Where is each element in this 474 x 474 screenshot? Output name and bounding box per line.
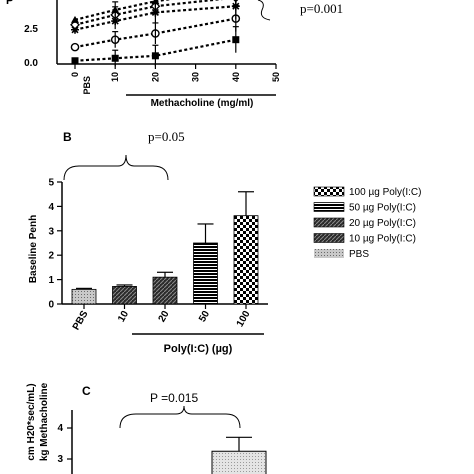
panel-a-significance-brace: [257, 0, 271, 21]
panel-b-bars: PBS 10 20 50 100: [71, 191, 259, 333]
panel-b-y-tick-label: 4: [48, 202, 54, 213]
panel-a-series-line: [74, 5, 236, 31]
panel-a-series-line: [74, 17, 237, 49]
panel-b-letter: B: [63, 130, 72, 144]
panel-b-y-ticks: 0 1 2 3 4 5: [48, 178, 62, 311]
panel-c-y-axis-label-line2: kg Methacholine: [39, 382, 50, 461]
panel-a-star-marker: [71, 25, 79, 34]
panel-b-bar: [112, 286, 137, 305]
panel-b-y-tick-label: 2: [48, 251, 54, 262]
panel-a-y-tick-label: 2.5: [24, 24, 38, 35]
panel-a-x-tick-label: 10: [110, 72, 120, 82]
panel-c-y-tick-label: 4: [57, 423, 63, 434]
panel-b-legend-swatch: [313, 233, 345, 243]
panel-b-y-tick-label: 1: [48, 275, 54, 286]
panel-b-y-tick-label: 5: [48, 178, 54, 189]
panel-a-x-tick-label: 40: [231, 72, 241, 82]
panel-a-x-tick-label: 0: [70, 72, 80, 77]
panel-b-legend: 100 µg Poly(I:C) 50 µg Poly(I:C) 20 µg Pol…: [313, 186, 421, 260]
panel-a-pvalue: p=0.001: [300, 1, 343, 16]
panel-b: B p=0.05 Baseline Penh 0 1 2 3 4 5 PBS 10 20 50 1…: [28, 129, 421, 355]
panel-a-y-tick-label: 0.0: [24, 58, 38, 69]
panel-b-legend-label: PBS: [349, 249, 369, 260]
panel-a-x-tick-label: 20: [150, 72, 160, 82]
panel-b-x-axis-label: Poly(I:C) (µg): [164, 343, 233, 355]
panel-a-x-ticks: 0 10 20 30 40 50: [70, 64, 281, 82]
panel-a-square-marker: [71, 57, 79, 65]
panel-b-legend-label: 10 µg Poly(I:C): [349, 234, 416, 245]
panel-b-bar: [71, 288, 97, 305]
panel-c-letter: C: [82, 384, 91, 398]
panel-c-pvalue: P =0.015: [150, 391, 198, 405]
panel-b-x-tick-label: PBS: [71, 309, 91, 333]
panel-b-legend-swatch: [313, 217, 345, 228]
panel-b-y-tick-label: 3: [48, 226, 54, 237]
panel-c-y-tick-label: 3: [57, 454, 63, 465]
panel-a: 2.5 0.0 P 0 10 20 30 40 50 PBS Methacholine (…: [6, 0, 343, 109]
panel-a-x-tick-label: 30: [191, 72, 201, 82]
panel-b-bar: [193, 242, 218, 305]
panel-a-series-line: [74, 0, 173, 21]
panel-a-series: [70, 0, 241, 67]
panel-b-y-tick-label: 0: [48, 300, 54, 311]
panel-c: C P =0.015 cm H20*sec/mL) kg Methacholin…: [26, 382, 267, 474]
panel-c-significance-brace: [119, 405, 241, 429]
panel-c-y-axis-label-line1: cm H20*sec/mL): [26, 383, 37, 460]
panel-b-legend-swatch: [313, 202, 345, 212]
panel-b-legend-label: 100 µg Poly(I:C): [349, 187, 421, 198]
panel-a-x-tick-label: 50: [271, 72, 281, 82]
panel-a-series-line: [74, 0, 224, 26]
panel-a-circle-marker: [70, 42, 80, 52]
panel-b-legend-label: 50 µg Poly(I:C): [349, 203, 416, 214]
panel-b-pvalue: p=0.05: [148, 129, 185, 144]
panel-b-x-tick-label: 20: [157, 309, 172, 325]
panel-b-bar: [152, 276, 178, 305]
panel-a-series-line: [74, 38, 237, 62]
panel-b-legend-label: 20 µg Poly(I:C): [349, 218, 416, 229]
panel-b-significance-brace: [63, 154, 169, 181]
panel-a-x-axis-label: Methacholine (mg/ml): [151, 98, 254, 109]
panel-b-x-tick-label: 10: [116, 309, 131, 325]
panel-b-x-tick-label: 100: [235, 309, 253, 329]
panel-b-bar: [233, 215, 259, 305]
panel-b-legend-swatch: [314, 249, 344, 258]
panel-a-triangle-marker: [71, 15, 79, 23]
panel-a-pbs-label: PBS: [82, 76, 92, 95]
panel-c-bar: [211, 450, 267, 474]
panel-b-legend-swatch: [313, 186, 345, 197]
panel-a-y-axis-letter: P: [6, 0, 13, 7]
panel-b-x-tick-label: 50: [197, 309, 212, 325]
panel-c-bars: [211, 436, 267, 474]
panel-b-y-axis-label: Baseline Penh: [28, 215, 39, 283]
